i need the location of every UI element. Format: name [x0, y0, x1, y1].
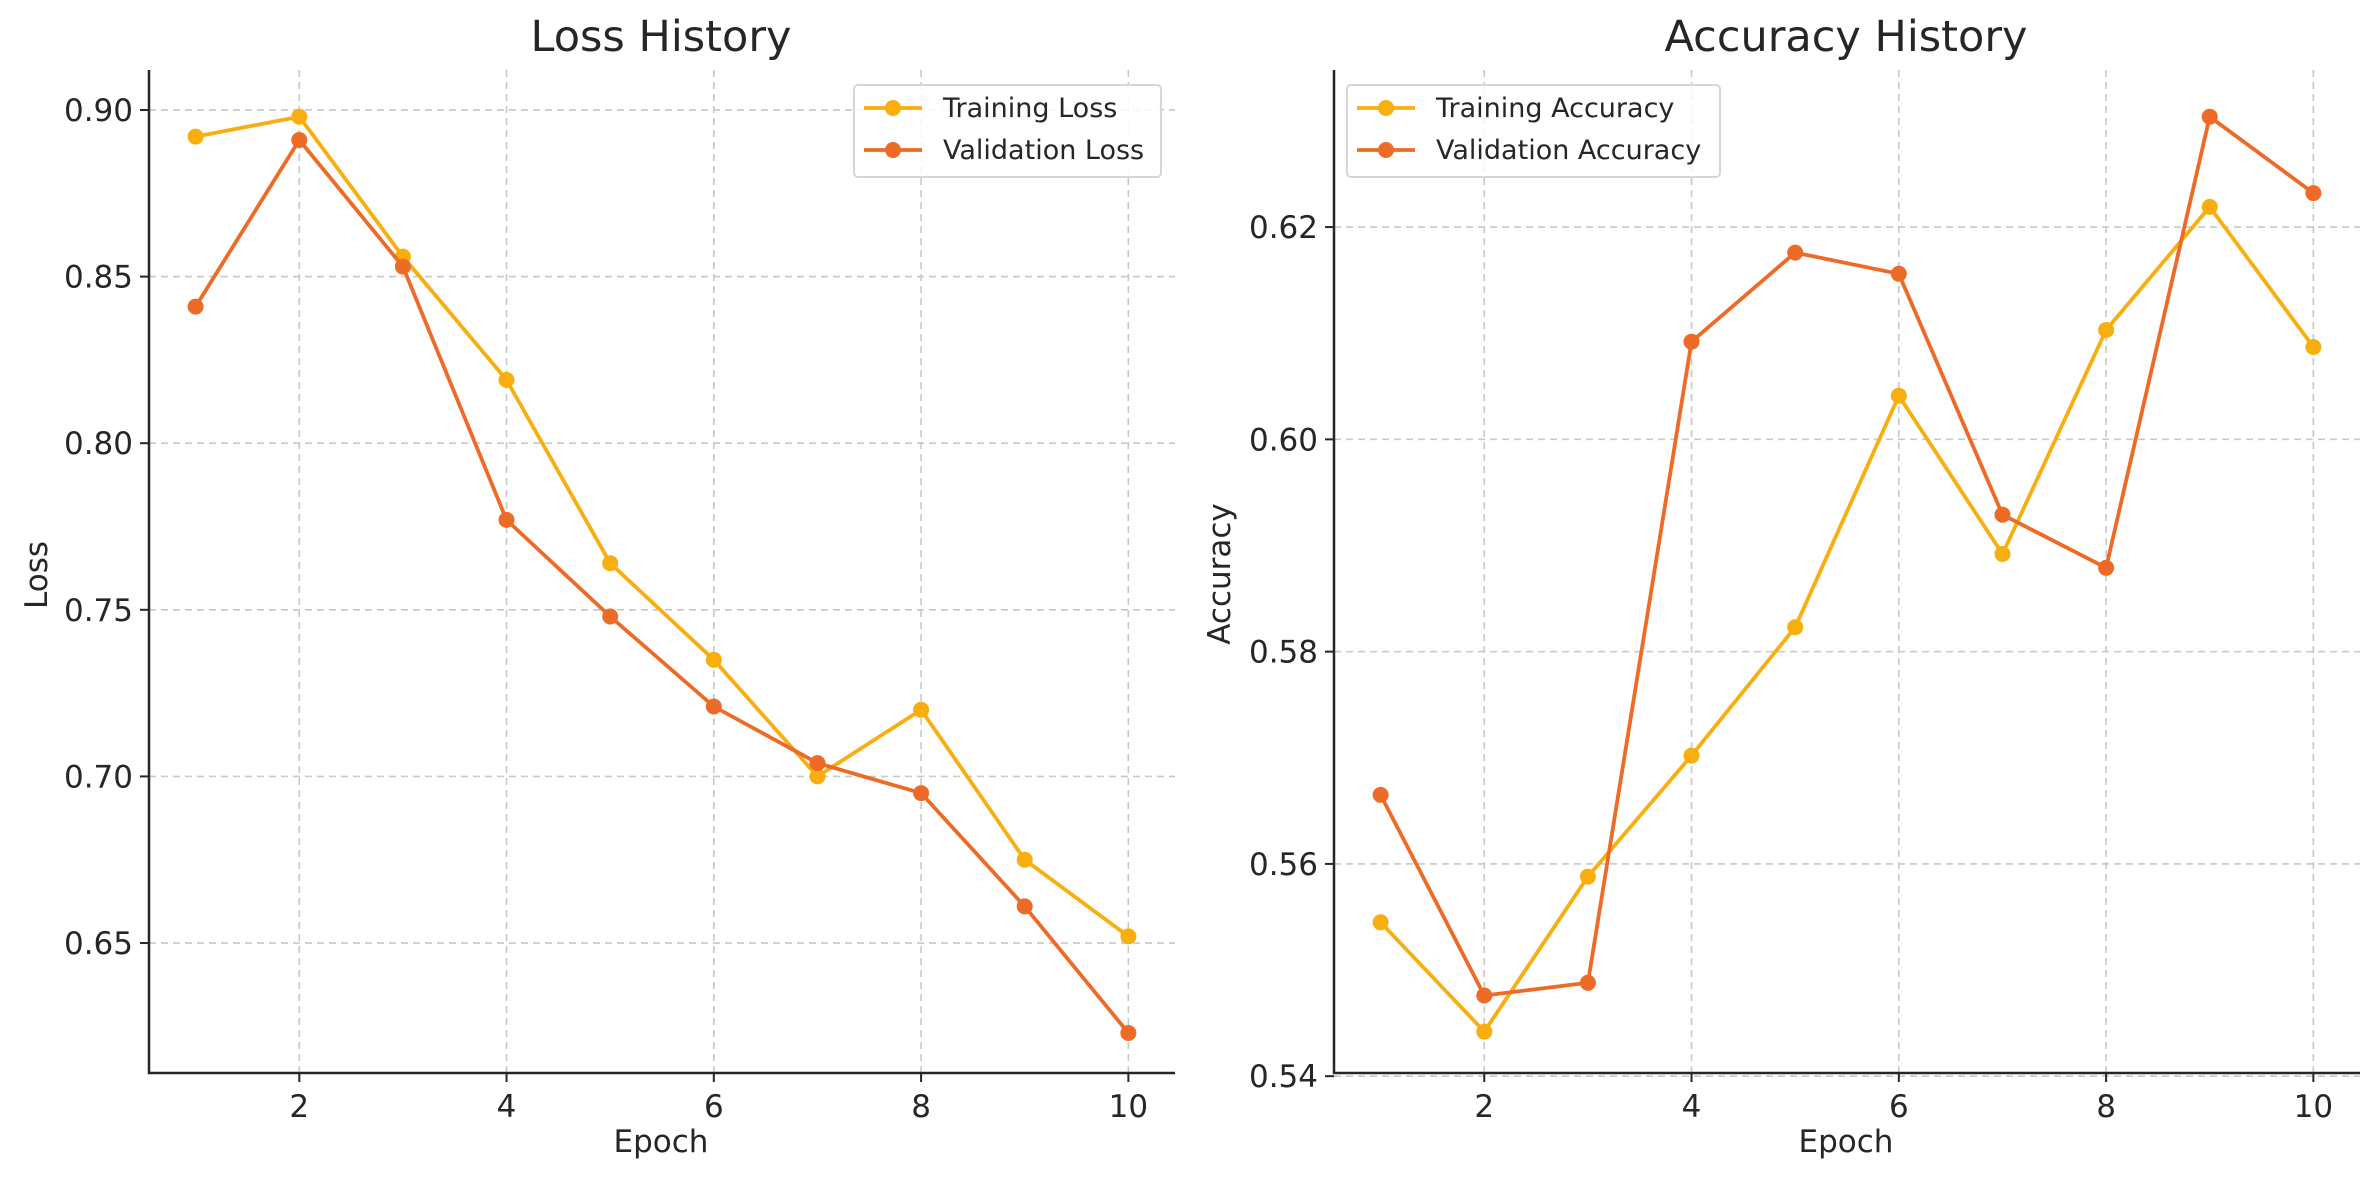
- loss-x-tick-label: 2: [289, 1089, 309, 1125]
- loss-chart-title: Loss History: [531, 12, 792, 62]
- validation-loss-point: [602, 608, 619, 625]
- accuracy-y-tick-label: 0.56: [1249, 847, 1318, 883]
- validation-accuracy-point: [2201, 108, 2218, 125]
- loss-legend-marker-training: [885, 100, 901, 116]
- training-accuracy-point: [1579, 868, 1596, 885]
- validation-accuracy-point: [1579, 974, 1596, 991]
- validation-accuracy-line: [1378, 114, 2315, 998]
- validation-accuracy-point: [1787, 244, 1804, 261]
- validation-accuracy-point: [1372, 786, 1389, 803]
- loss-x-tick-label: 10: [1109, 1089, 1148, 1125]
- validation-accuracy-point: [2305, 185, 2322, 202]
- accuracy-x-tick-label: 10: [2294, 1089, 2333, 1125]
- accuracy-grid: [1334, 70, 2360, 1077]
- loss-y-tick-label: 0.75: [64, 593, 133, 629]
- validation-loss-point: [1016, 898, 1033, 915]
- loss-x-axis-label: Epoch: [614, 1124, 709, 1160]
- loss-y-axis-label: Loss: [19, 541, 55, 609]
- validation-loss-point: [705, 698, 722, 715]
- accuracy-y-ticks: 0.54 0.56 0.58 0.60 0.62: [1249, 210, 1334, 1095]
- accuracy-legend-label-validation: Validation Accuracy: [1436, 135, 1701, 166]
- training-accuracy-point: [1890, 387, 1907, 404]
- accuracy-x-ticks: 2 4 6 8 10: [1474, 1073, 2333, 1125]
- training-loss-point: [1016, 851, 1033, 868]
- accuracy-legend-box: [1346, 84, 1721, 178]
- training-loss-point: [602, 555, 619, 572]
- accuracy-chart-panel: Accuracy History 2 4 6 8 10 0.54 0.56 0.58 0.60…: [1202, 12, 2360, 1160]
- training-loss-point: [498, 371, 515, 388]
- validation-loss-point: [913, 785, 930, 802]
- accuracy-legend-marker-training: [1378, 100, 1394, 116]
- accuracy-x-axis-label: Epoch: [1799, 1124, 1894, 1160]
- validation-accuracy-point: [1683, 333, 1700, 350]
- training-loss-point: [1120, 928, 1137, 945]
- loss-axes-spines: [147, 70, 1175, 1075]
- accuracy-y-tick-label: 0.54: [1249, 1059, 1318, 1095]
- validation-accuracy-point: [2098, 559, 2115, 576]
- accuracy-x-tick-label: 6: [1889, 1089, 1909, 1125]
- loss-x-tick-label: 6: [704, 1089, 724, 1125]
- training-accuracy-point: [1994, 546, 2011, 562]
- accuracy-axes-spines: [1332, 70, 2360, 1075]
- accuracy-legend: Training Accuracy Validation Accuracy: [1346, 84, 1721, 178]
- training-accuracy-point: [2201, 198, 2218, 215]
- accuracy-y-axis-label: Accuracy: [1202, 503, 1238, 645]
- accuracy-series: [1372, 108, 2322, 1040]
- training-loss-point: [913, 701, 930, 718]
- loss-legend-label-training: Training Loss: [942, 93, 1117, 124]
- validation-accuracy-point: [1476, 987, 1493, 1004]
- accuracy-y-tick-label: 0.60: [1249, 422, 1318, 458]
- validation-loss-point: [1120, 1025, 1137, 1041]
- loss-x-ticks: 2 4 6 8 10: [289, 1073, 1148, 1125]
- validation-accuracy-point: [1890, 265, 1907, 282]
- training-accuracy-point: [2098, 322, 2115, 338]
- training-accuracy-point: [1372, 914, 1389, 931]
- loss-y-tick-label: 0.80: [64, 426, 133, 462]
- accuracy-legend-marker-validation: [1378, 142, 1394, 158]
- accuracy-y-tick-label: 0.58: [1249, 635, 1318, 671]
- training-accuracy-line: [1379, 204, 2315, 1034]
- training-loss-point: [291, 108, 308, 125]
- validation-loss-line: [193, 138, 1130, 1035]
- training-accuracy-point: [2305, 339, 2322, 355]
- validation-loss-point: [809, 755, 826, 772]
- loss-series: [187, 108, 1137, 1041]
- accuracy-legend-label-training: Training Accuracy: [1435, 93, 1674, 124]
- loss-y-tick-label: 0.90: [64, 93, 133, 129]
- validation-loss-point: [187, 298, 204, 315]
- validation-loss-point: [394, 258, 411, 275]
- loss-legend: Training Loss Validation Loss: [853, 84, 1162, 178]
- training-loss-line: [195, 114, 1130, 938]
- loss-legend-marker-validation: [885, 142, 901, 158]
- loss-y-tick-label: 0.65: [64, 926, 133, 962]
- loss-x-tick-label: 8: [911, 1089, 931, 1125]
- training-loss-point: [705, 651, 722, 668]
- loss-legend-label-validation: Validation Loss: [943, 135, 1144, 166]
- validation-loss-point: [291, 132, 308, 148]
- validation-loss-point: [498, 511, 515, 528]
- accuracy-x-tick-label: 8: [2096, 1089, 2116, 1125]
- validation-accuracy-point: [1994, 506, 2011, 523]
- loss-y-tick-label: 0.85: [64, 260, 133, 296]
- loss-y-tick-label: 0.70: [64, 759, 133, 795]
- training-loss-point: [809, 768, 826, 785]
- loss-grid: [149, 70, 1175, 1073]
- training-loss-point: [187, 128, 204, 145]
- loss-legend-box: [853, 84, 1162, 178]
- accuracy-x-tick-label: 4: [1682, 1089, 1702, 1125]
- loss-y-ticks: 0.65 0.70 0.75 0.80 0.85 0.90: [64, 93, 149, 962]
- loss-x-tick-label: 4: [497, 1089, 517, 1125]
- training-accuracy-point: [1683, 747, 1700, 764]
- training-accuracy-point: [1476, 1023, 1493, 1040]
- accuracy-x-tick-label: 2: [1474, 1089, 1494, 1125]
- accuracy-chart-title: Accuracy History: [1665, 12, 2028, 62]
- loss-chart-panel: Loss History 2 4 6 8 10 0.65 0.70 0.75 0.80 0.85…: [19, 12, 1175, 1160]
- training-accuracy-point: [1787, 619, 1804, 636]
- accuracy-y-tick-label: 0.62: [1249, 210, 1318, 246]
